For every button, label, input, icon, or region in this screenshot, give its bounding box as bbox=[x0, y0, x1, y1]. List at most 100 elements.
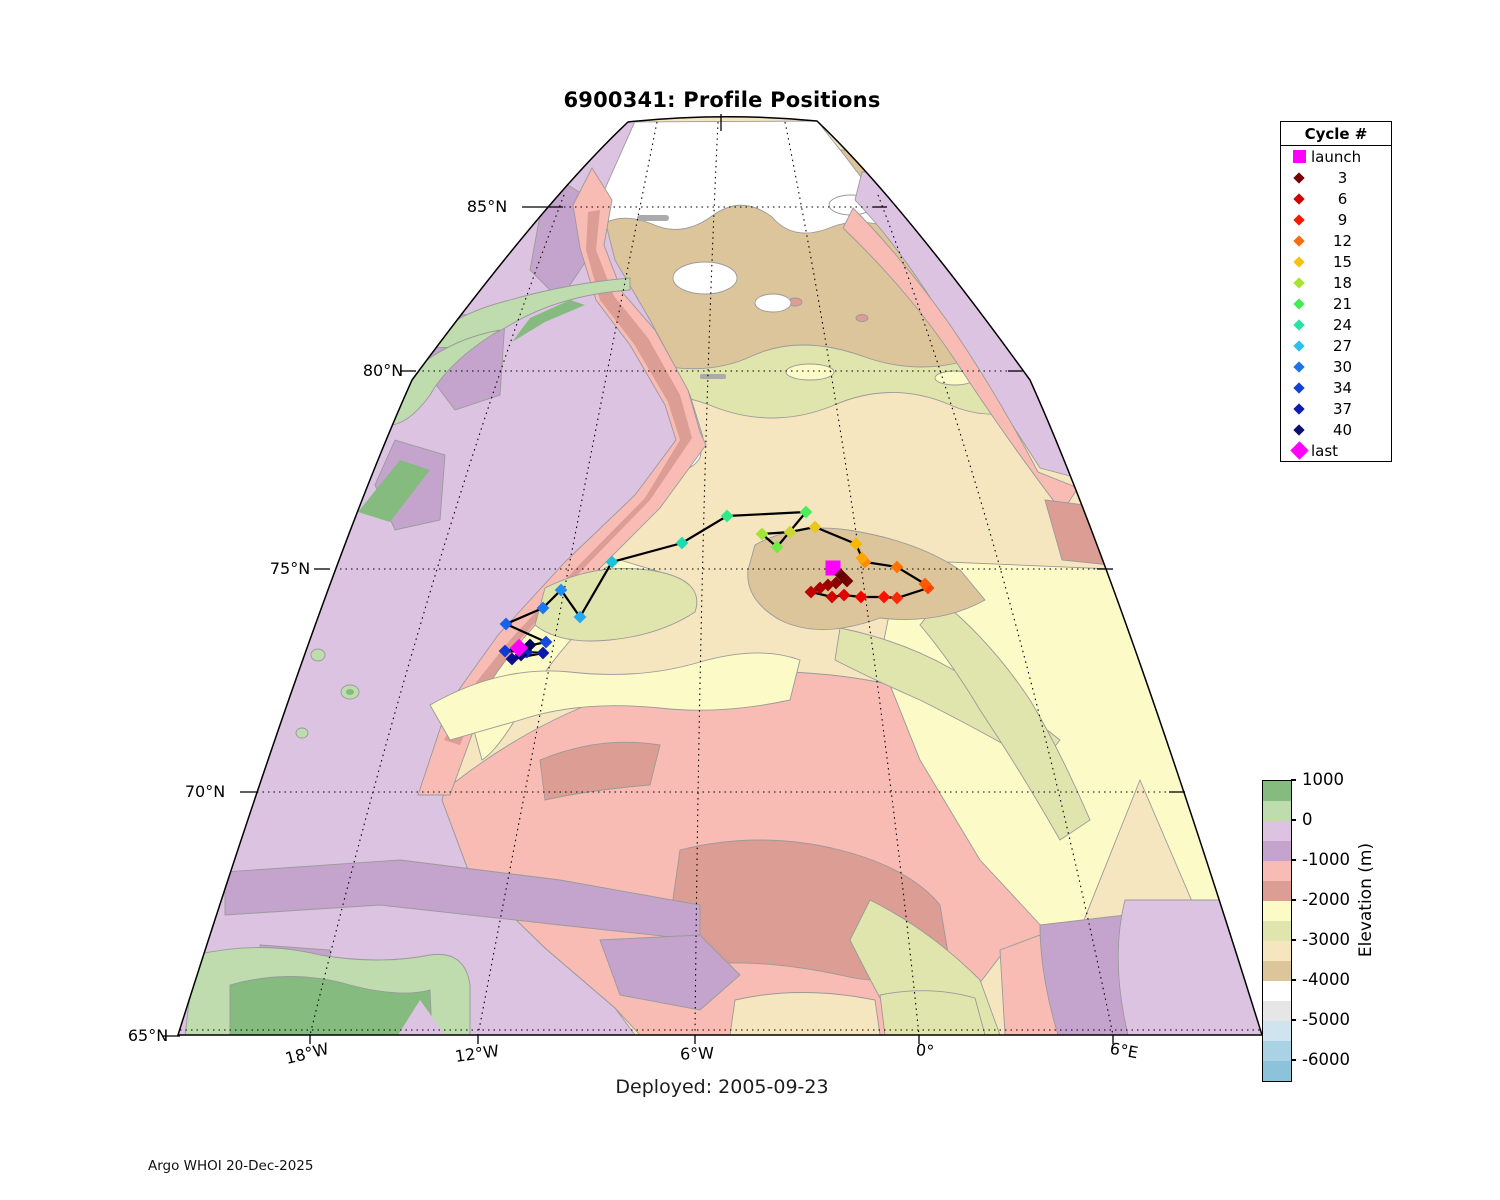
cycle-marker-icon bbox=[1290, 234, 1308, 247]
colorbar-tick-label: 0 bbox=[1302, 810, 1313, 829]
launch-marker bbox=[825, 560, 841, 576]
cycle-marker-icon bbox=[1290, 402, 1308, 415]
legend-item-label: 15 bbox=[1332, 252, 1353, 271]
colorbar-segment bbox=[1263, 1001, 1291, 1021]
cycle-marker-icon bbox=[1289, 441, 1309, 460]
colorbar-segment bbox=[1263, 1061, 1291, 1081]
lat-tick-label: 80°N bbox=[362, 361, 404, 380]
marker-shape bbox=[1293, 423, 1305, 436]
legend-item: 18 bbox=[1281, 272, 1391, 293]
legend-item-label: 30 bbox=[1332, 357, 1353, 376]
legend-item-label: 24 bbox=[1332, 315, 1353, 334]
legend-item: launch bbox=[1281, 146, 1391, 167]
lat-tick-label: 65°N bbox=[127, 1026, 169, 1045]
colorbar-tick-mark bbox=[1291, 1059, 1296, 1061]
legend-item-label: last bbox=[1311, 441, 1339, 460]
colorbar-segment bbox=[1263, 861, 1291, 881]
cycle-marker-icon bbox=[1290, 297, 1308, 310]
marker-shape bbox=[1293, 276, 1305, 289]
cycle-marker-icon bbox=[1290, 276, 1308, 289]
legend-item-label: 27 bbox=[1332, 336, 1353, 355]
colorbar-tick-label: -1000 bbox=[1302, 850, 1350, 869]
colorbar-tick-mark bbox=[1291, 979, 1296, 981]
colorbar-axis-label: Elevation (m) bbox=[1356, 842, 1376, 958]
colorbar-segment bbox=[1263, 941, 1291, 961]
lat-tick-label: 85°N bbox=[466, 197, 508, 216]
legend-item-label: launch bbox=[1311, 147, 1362, 166]
colorbar-segment bbox=[1263, 921, 1291, 941]
cycle-marker-icon bbox=[1290, 213, 1308, 226]
colorbar-segment bbox=[1263, 801, 1291, 821]
legend-item-label: 34 bbox=[1332, 378, 1353, 397]
legend-item-label: 21 bbox=[1332, 294, 1353, 313]
legend-item-label: 40 bbox=[1332, 420, 1353, 439]
legend-item-label: 37 bbox=[1332, 399, 1353, 418]
legend-item-label: 3 bbox=[1337, 168, 1348, 187]
axis-ticks bbox=[162, 114, 1185, 1044]
cycle-marker-icon bbox=[1290, 318, 1308, 331]
legend-item-label: 9 bbox=[1337, 210, 1348, 229]
map-frame bbox=[162, 114, 1264, 1044]
colorbar-segment bbox=[1263, 781, 1291, 801]
marker-shape bbox=[1293, 339, 1305, 352]
marker-shape bbox=[1293, 234, 1305, 247]
colorbar-segment bbox=[1263, 1041, 1291, 1061]
colorbar-segment bbox=[1263, 881, 1291, 901]
marker-shape bbox=[1293, 213, 1305, 226]
legend-item: 6 bbox=[1281, 188, 1391, 209]
last-position-marker bbox=[509, 638, 529, 658]
colorbar-segment bbox=[1263, 841, 1291, 861]
legend-item: 30 bbox=[1281, 356, 1391, 377]
figure-title: 6900341: Profile Positions bbox=[563, 88, 881, 112]
lon-tick-label: 6°W bbox=[679, 1043, 715, 1064]
lat-tick-label: 75°N bbox=[269, 559, 311, 578]
colorbar-segment bbox=[1263, 981, 1291, 1001]
legend-item: 40 bbox=[1281, 419, 1391, 440]
lat-tick-label: 70°N bbox=[184, 782, 226, 801]
legend-item: 21 bbox=[1281, 293, 1391, 314]
cycle-marker-icon bbox=[1290, 192, 1308, 205]
colorbar-tick-mark bbox=[1291, 859, 1296, 861]
cycle-marker-icon bbox=[1290, 339, 1308, 352]
cycle-marker-icon bbox=[1290, 381, 1308, 394]
footer-credit: Argo WHOI 20-Dec-2025 bbox=[148, 1158, 314, 1174]
colorbar-segment bbox=[1263, 961, 1291, 981]
elevation-colorbar bbox=[1262, 780, 1292, 1082]
legend-items: launch 3 6 9 12 15 18 21 24 27 30 34 37 40 last bbox=[1281, 146, 1391, 461]
colorbar-tick-label: -5000 bbox=[1302, 1010, 1350, 1029]
cycle-marker-icon bbox=[1290, 171, 1308, 184]
legend-item: 27 bbox=[1281, 335, 1391, 356]
colorbar-tick-label: -6000 bbox=[1302, 1050, 1350, 1069]
colorbar-tick-mark bbox=[1291, 819, 1296, 821]
legend-item: 12 bbox=[1281, 230, 1391, 251]
marker-shape bbox=[1292, 150, 1306, 163]
launch-marker-icon bbox=[1290, 150, 1308, 163]
cycle-marker-icon bbox=[1290, 360, 1308, 373]
colorbar-tick-label: -3000 bbox=[1302, 930, 1350, 949]
colorbar-segment bbox=[1263, 821, 1291, 841]
marker-shape bbox=[1293, 402, 1305, 415]
legend-title: Cycle # bbox=[1281, 122, 1391, 146]
colorbar-tick-label: -4000 bbox=[1302, 970, 1350, 989]
marker-shape bbox=[1293, 318, 1305, 331]
cycle-marker-icon bbox=[1290, 423, 1308, 436]
marker-shape bbox=[1293, 171, 1305, 184]
legend-item: 9 bbox=[1281, 209, 1391, 230]
legend-item: last bbox=[1281, 440, 1391, 461]
marker-shape bbox=[1293, 360, 1305, 373]
marker-shape bbox=[1293, 255, 1305, 268]
colorbar-tick-mark bbox=[1291, 779, 1296, 781]
legend-item: 3 bbox=[1281, 167, 1391, 188]
marker-shape bbox=[1293, 297, 1305, 310]
colorbar-tick-label: 1000 bbox=[1302, 770, 1344, 789]
colorbar-segment bbox=[1263, 901, 1291, 921]
cycle-marker-icon bbox=[1290, 255, 1308, 268]
legend-item: 37 bbox=[1281, 398, 1391, 419]
legend-item-label: 12 bbox=[1332, 231, 1353, 250]
legend-item-label: 6 bbox=[1337, 189, 1348, 208]
colorbar-tick-mark bbox=[1291, 939, 1296, 941]
legend-item: 34 bbox=[1281, 377, 1391, 398]
legend-item-label: 18 bbox=[1332, 273, 1353, 292]
